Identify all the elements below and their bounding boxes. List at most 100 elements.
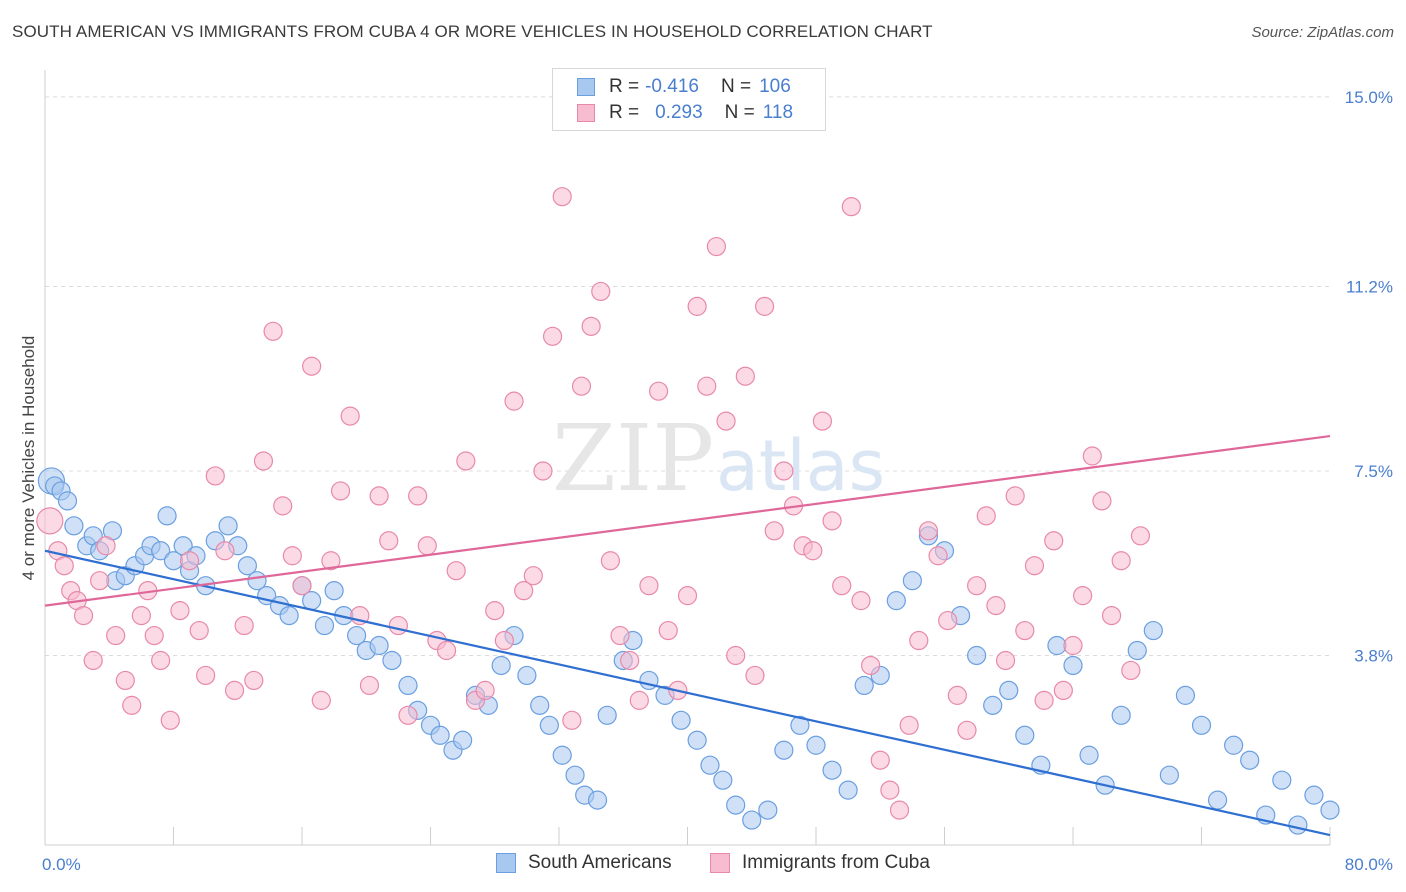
data-point (790, 715, 810, 735)
data-point (106, 625, 126, 646)
data-point (237, 556, 257, 576)
data-point (244, 670, 264, 691)
data-point (967, 645, 987, 666)
data-point (1159, 765, 1179, 785)
data-point (131, 605, 151, 626)
source-label: Source: ZipAtlas.com (1251, 24, 1394, 41)
data-point (1101, 605, 1122, 626)
data-point (658, 620, 678, 641)
data-point (115, 670, 135, 691)
watermark-zip: ZIP (552, 405, 714, 512)
data-point (160, 710, 180, 730)
data-point (706, 236, 727, 257)
data-point (224, 680, 245, 701)
data-point (279, 605, 299, 626)
data-point (253, 451, 274, 471)
data-point (1191, 715, 1212, 735)
y-tick-label: 7.5% (1354, 462, 1393, 481)
data-point (90, 571, 110, 591)
data-point (533, 461, 553, 481)
data-point (494, 630, 514, 651)
data-point (504, 391, 524, 411)
data-point (639, 576, 659, 596)
data-point (648, 381, 669, 401)
data-point (189, 620, 209, 641)
data-point (347, 625, 367, 646)
axis-labels: 3.8% 7.5% 11.2% 15.0% 0.0% 80.0% 4 or more Veh… (19, 88, 1393, 874)
data-point (552, 745, 572, 765)
data-point (854, 675, 874, 696)
data-point (151, 541, 171, 561)
x-tick-label-min: 0.0% (42, 855, 81, 874)
data-point (880, 780, 900, 800)
data-point (620, 650, 640, 671)
data-point (1015, 725, 1035, 745)
data-point (369, 635, 389, 656)
data-point (902, 571, 922, 591)
data-point (1063, 635, 1083, 656)
data-point (1079, 745, 1099, 765)
data-point (967, 576, 987, 596)
data-point (552, 187, 572, 207)
axes (44, 70, 1331, 846)
data-point (542, 326, 563, 346)
data-point (581, 316, 601, 336)
data-point (726, 645, 746, 666)
legend-n-label: N = (720, 76, 752, 97)
bottom-legend: South Americans Immigrants from Cuba (0, 852, 1406, 878)
data-point (324, 581, 344, 601)
legend-swatch-blue (577, 78, 595, 96)
data-point (485, 601, 505, 621)
data-point (687, 730, 707, 750)
data-point (697, 376, 717, 396)
data-point (340, 406, 360, 426)
data-point (1272, 770, 1292, 790)
data-point (591, 281, 611, 302)
data-point (886, 591, 906, 611)
data-point (1240, 750, 1260, 770)
data-point (1044, 531, 1064, 551)
data-point (215, 541, 235, 561)
data-point (539, 715, 559, 735)
data-point (73, 605, 94, 626)
data-point (1130, 526, 1151, 546)
data-point (812, 411, 833, 431)
data-point (562, 710, 582, 730)
data-point (597, 705, 617, 725)
data-point (700, 755, 720, 775)
grid-lines (45, 96, 1330, 656)
legend-swatch-pink (577, 104, 595, 122)
data-point (1127, 640, 1147, 661)
y-axis-label: 4 or more Vehicles in Household (19, 336, 38, 581)
data-point (938, 610, 958, 631)
y-tick-label: 15.0% (1345, 88, 1393, 107)
data-point (774, 461, 794, 481)
data-point (417, 536, 437, 556)
data-point (713, 770, 733, 790)
data-point (565, 765, 585, 785)
data-point (436, 640, 457, 661)
data-point (1121, 660, 1141, 681)
data-point (1288, 815, 1308, 835)
series-immigrants-from-cuba (36, 187, 1151, 820)
data-point (430, 725, 450, 745)
data-point (157, 506, 177, 526)
bottom-legend-label: South Americans (528, 852, 672, 873)
data-point (446, 561, 466, 581)
data-point (754, 296, 775, 316)
bottom-legend-swatch-blue (496, 853, 516, 873)
data-point (1092, 491, 1112, 511)
data-point (742, 810, 762, 830)
data-point (456, 451, 476, 471)
data-point (205, 466, 225, 486)
data-point (841, 197, 861, 217)
data-point (909, 630, 929, 651)
data-point (408, 486, 428, 506)
data-point (976, 506, 996, 526)
data-point (151, 650, 171, 671)
bottom-legend-swatch-pink (710, 853, 730, 873)
data-point (234, 615, 254, 636)
data-point (716, 411, 736, 431)
data-point (600, 551, 621, 571)
data-point (1175, 685, 1196, 705)
